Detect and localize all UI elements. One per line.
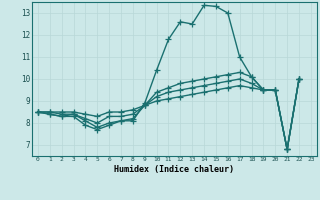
X-axis label: Humidex (Indice chaleur): Humidex (Indice chaleur) (115, 165, 234, 174)
